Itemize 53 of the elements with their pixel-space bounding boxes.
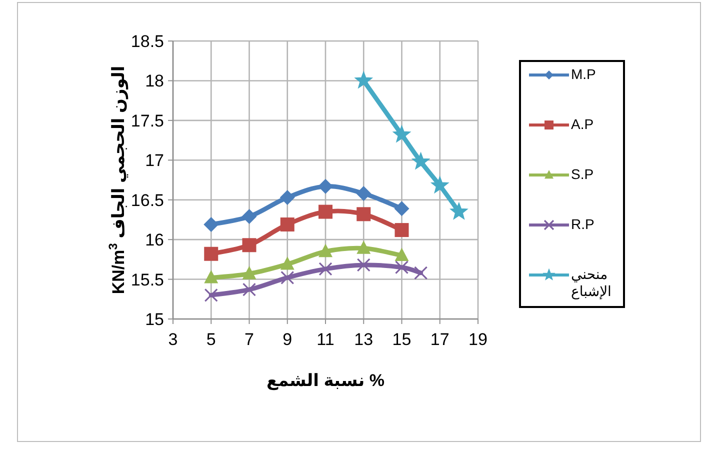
point bbox=[430, 176, 449, 194]
point bbox=[242, 266, 256, 280]
y-tick-label: 16.5 bbox=[130, 190, 164, 210]
point bbox=[280, 217, 294, 232]
point bbox=[242, 238, 256, 252]
y-tick-label: 16 bbox=[145, 230, 164, 250]
y-tick-label: 17.5 bbox=[130, 111, 164, 130]
point bbox=[280, 190, 295, 205]
x-tick-label: 9 bbox=[282, 330, 292, 349]
y-tick-label: 15 bbox=[145, 310, 164, 329]
point bbox=[392, 125, 411, 142]
y-tick-label: 18 bbox=[145, 72, 164, 91]
y-tick-label: 18.5 bbox=[130, 32, 164, 51]
x-tick-label: 13 bbox=[354, 330, 374, 349]
point bbox=[412, 152, 430, 170]
point bbox=[356, 186, 372, 202]
x-tick-label: 5 bbox=[206, 330, 216, 349]
point bbox=[354, 71, 373, 88]
point bbox=[356, 258, 370, 272]
point bbox=[394, 223, 409, 238]
legend-label: A.P bbox=[571, 116, 595, 133]
point bbox=[242, 209, 257, 224]
legend-label: منحني الإشباع bbox=[571, 266, 612, 300]
point bbox=[280, 256, 294, 270]
point bbox=[450, 202, 468, 220]
point bbox=[356, 207, 371, 222]
x-tick-label: 19 bbox=[468, 330, 488, 349]
point bbox=[414, 266, 428, 280]
point bbox=[204, 288, 218, 302]
point bbox=[394, 201, 410, 216]
y-tick-label: 15.5 bbox=[130, 270, 164, 290]
y-tick-label: 17 bbox=[145, 151, 164, 170]
point bbox=[204, 246, 218, 261]
point bbox=[242, 282, 256, 296]
x-tick-label: 11 bbox=[316, 330, 334, 349]
point bbox=[318, 204, 332, 219]
legend-label: M.P bbox=[571, 66, 597, 83]
point bbox=[204, 216, 219, 232]
point bbox=[204, 270, 218, 284]
point bbox=[318, 178, 333, 194]
point bbox=[394, 248, 409, 262]
x-tick-label: 3 bbox=[168, 330, 178, 349]
point bbox=[280, 270, 294, 284]
point bbox=[318, 244, 332, 258]
x-tick-label: 7 bbox=[244, 330, 254, 349]
x-axis-title: نسبة الشمع % bbox=[265, 371, 386, 391]
x-tick-label: 15 bbox=[392, 330, 412, 349]
point bbox=[318, 262, 332, 276]
point bbox=[394, 260, 409, 274]
legend-label: R.P bbox=[571, 216, 596, 233]
legend-label: S.P bbox=[571, 166, 595, 183]
x-tick-label: 17 bbox=[430, 330, 450, 349]
point bbox=[356, 240, 371, 254]
